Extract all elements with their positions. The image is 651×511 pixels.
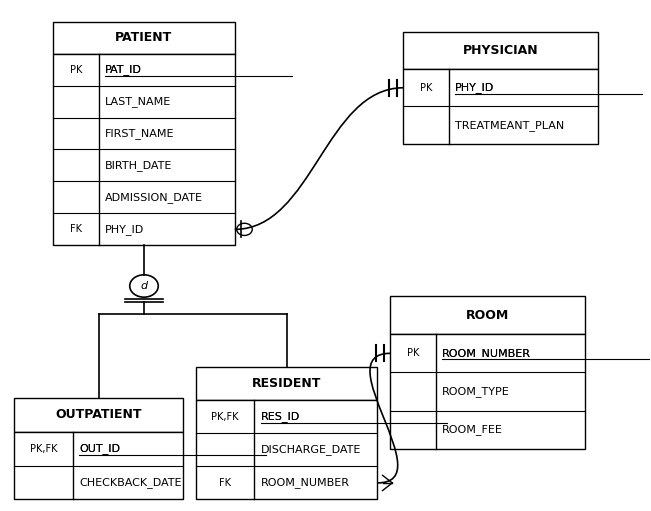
- Text: BIRTH_DATE: BIRTH_DATE: [105, 160, 173, 171]
- FancyBboxPatch shape: [14, 432, 183, 499]
- Text: CHECKBACK_DATE: CHECKBACK_DATE: [79, 477, 182, 488]
- Text: PHY_ID: PHY_ID: [455, 82, 494, 93]
- Text: PK,FK: PK,FK: [212, 412, 239, 422]
- Text: ADMISSION_DATE: ADMISSION_DATE: [105, 192, 203, 203]
- Text: OUTPATIENT: OUTPATIENT: [55, 408, 142, 421]
- Text: PAT_ID: PAT_ID: [105, 64, 142, 75]
- FancyBboxPatch shape: [196, 400, 378, 499]
- Text: FK: FK: [70, 224, 82, 235]
- Text: PK: PK: [420, 83, 432, 93]
- Text: OUT_ID: OUT_ID: [79, 443, 120, 454]
- Text: PHY_ID: PHY_ID: [455, 82, 494, 93]
- Text: PATIENT: PATIENT: [115, 31, 173, 44]
- Text: PAT_ID: PAT_ID: [105, 64, 142, 75]
- Text: LAST_NAME: LAST_NAME: [105, 96, 171, 107]
- FancyBboxPatch shape: [403, 32, 598, 69]
- FancyBboxPatch shape: [53, 22, 235, 54]
- Text: d: d: [141, 281, 148, 291]
- Text: PK,FK: PK,FK: [30, 444, 57, 454]
- Text: ROOM_FEE: ROOM_FEE: [442, 424, 503, 435]
- Text: PK: PK: [70, 64, 82, 75]
- Text: FK: FK: [219, 478, 231, 488]
- Text: ROOM_NUMBER: ROOM_NUMBER: [260, 477, 350, 489]
- Text: PK: PK: [407, 349, 419, 358]
- FancyBboxPatch shape: [53, 54, 235, 245]
- FancyBboxPatch shape: [391, 296, 585, 334]
- Text: ROOM_TYPE: ROOM_TYPE: [442, 386, 510, 397]
- FancyBboxPatch shape: [14, 398, 183, 432]
- FancyBboxPatch shape: [196, 367, 378, 400]
- Text: TREATMEANT_PLAN: TREATMEANT_PLAN: [455, 120, 564, 130]
- FancyBboxPatch shape: [391, 334, 585, 449]
- Text: ROOM_NUMBER: ROOM_NUMBER: [442, 348, 531, 359]
- Text: FIRST_NAME: FIRST_NAME: [105, 128, 174, 139]
- Text: RES_ID: RES_ID: [260, 411, 300, 422]
- Text: PHYSICIAN: PHYSICIAN: [463, 44, 538, 57]
- Text: ROOM_NUMBER: ROOM_NUMBER: [442, 348, 531, 359]
- Text: DISCHARGE_DATE: DISCHARGE_DATE: [260, 445, 361, 455]
- Text: RESIDENT: RESIDENT: [252, 377, 322, 390]
- Text: OUT_ID: OUT_ID: [79, 443, 120, 454]
- FancyBboxPatch shape: [403, 69, 598, 144]
- Text: ROOM: ROOM: [466, 309, 509, 322]
- Text: RES_ID: RES_ID: [260, 411, 300, 422]
- Text: PHY_ID: PHY_ID: [105, 224, 145, 235]
